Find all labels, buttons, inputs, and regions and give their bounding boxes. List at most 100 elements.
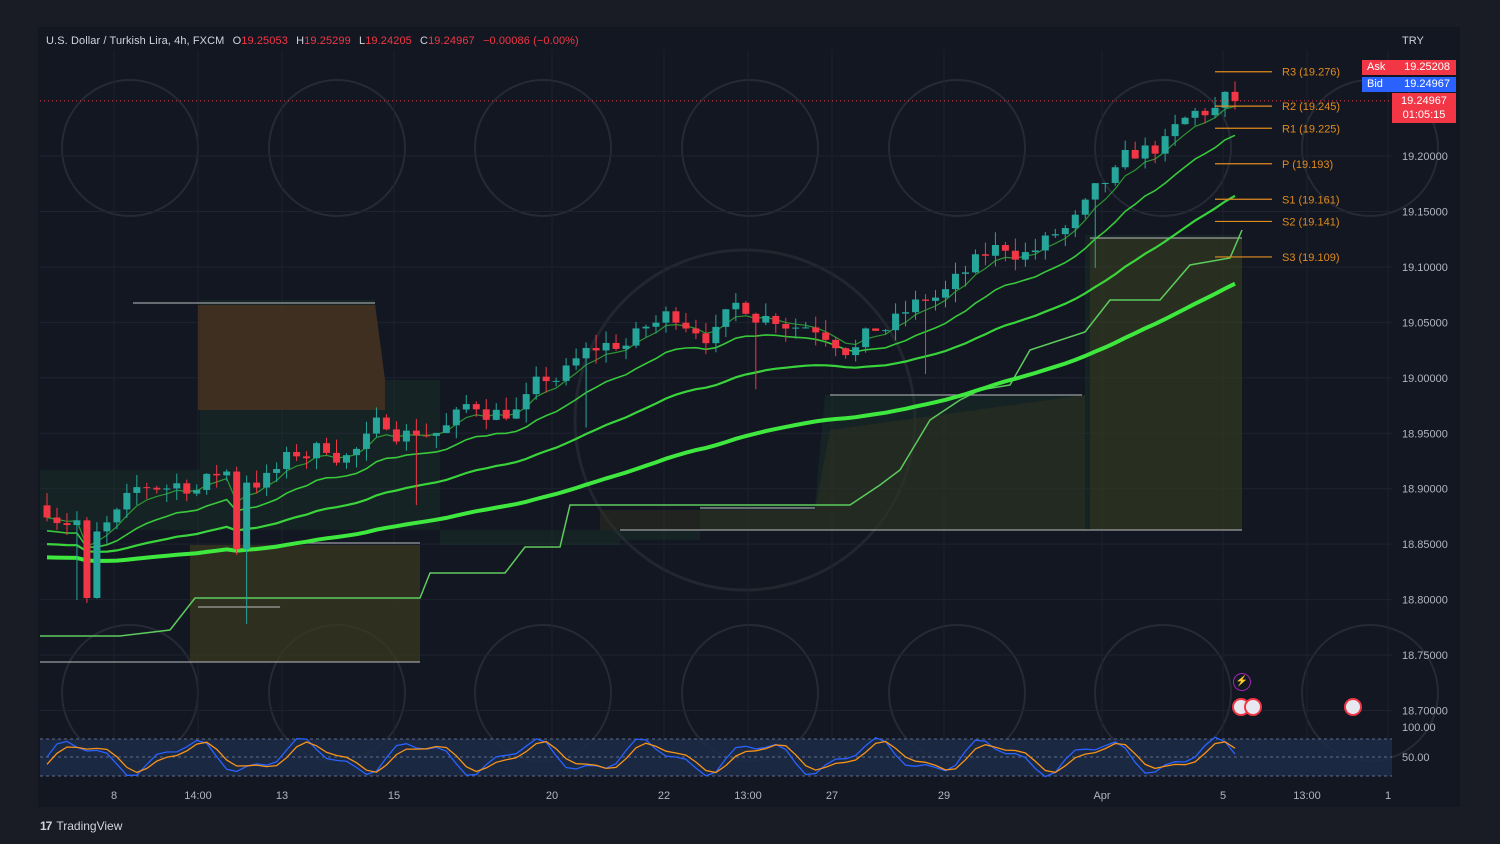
candle-body bbox=[63, 523, 71, 526]
candle-body bbox=[842, 348, 850, 356]
candle-body bbox=[1131, 149, 1139, 159]
candle-body bbox=[392, 429, 400, 442]
candle-body bbox=[103, 522, 111, 532]
ask-tag[interactable]: Ask 19.25208 bbox=[1362, 60, 1456, 75]
currency-label[interactable]: TRY bbox=[1402, 35, 1424, 47]
pivot-label: S3 (19.109) bbox=[1282, 252, 1339, 264]
candle-body bbox=[512, 409, 520, 419]
pivot-label: R3 (19.276) bbox=[1282, 67, 1340, 79]
candle-body bbox=[93, 531, 101, 598]
candle-body bbox=[941, 289, 949, 298]
y-tick-label: 18.90000 bbox=[1402, 484, 1448, 496]
candle-body bbox=[532, 376, 540, 395]
candle-body bbox=[352, 448, 360, 456]
candle-body bbox=[712, 326, 720, 344]
candle-body bbox=[173, 483, 181, 489]
candle-body bbox=[203, 473, 211, 490]
candle-body bbox=[342, 455, 350, 463]
x-tick-label: 13 bbox=[276, 790, 288, 802]
candle-body bbox=[1081, 199, 1089, 215]
x-tick-label: Apr bbox=[1093, 790, 1110, 802]
low-key: L bbox=[358, 35, 366, 47]
open-key: O bbox=[232, 35, 242, 47]
candle-body bbox=[951, 273, 959, 290]
bid-tag[interactable]: Bid 19.24967 bbox=[1362, 77, 1456, 92]
candle-body bbox=[832, 339, 840, 349]
candle-body bbox=[792, 327, 800, 329]
candle-body bbox=[233, 471, 241, 550]
x-tick-label: 13:00 bbox=[734, 790, 762, 802]
lightning-event-icon[interactable]: ⚡ bbox=[1233, 673, 1251, 691]
candle-body bbox=[1211, 107, 1219, 116]
candle-body bbox=[882, 330, 890, 332]
watermark-ring bbox=[1094, 79, 1232, 217]
candle-body bbox=[1051, 234, 1059, 236]
candle-body bbox=[932, 297, 940, 301]
candle-body bbox=[163, 488, 171, 490]
candle-body bbox=[293, 452, 301, 457]
candle-body bbox=[1101, 182, 1109, 184]
rsi-k-line bbox=[46, 736, 1236, 778]
candle-body bbox=[452, 409, 460, 426]
candle-body bbox=[981, 254, 989, 256]
x-tick-label: 20 bbox=[546, 790, 558, 802]
candle-body bbox=[642, 326, 650, 329]
symbol-title: U.S. Dollar / Turkish Lira, 4h, FXCM bbox=[46, 35, 225, 47]
bar-countdown: 01:05:15 bbox=[1402, 109, 1446, 121]
support-zone bbox=[1090, 238, 1242, 530]
candle-body bbox=[73, 520, 81, 526]
open-value: 19.25053 bbox=[241, 35, 288, 47]
candle-body bbox=[123, 492, 131, 510]
x-tick-label: 5 bbox=[1220, 790, 1226, 802]
candle-body bbox=[1181, 117, 1189, 125]
candle-body bbox=[1031, 250, 1039, 253]
candle-body bbox=[1071, 214, 1079, 229]
last-price-tag[interactable]: 19.24967 01:05:15 bbox=[1392, 93, 1456, 123]
candle-body bbox=[382, 417, 390, 430]
candle-body bbox=[432, 432, 440, 436]
candle-body bbox=[1191, 110, 1199, 118]
tradingview-logo[interactable]: 17 TradingView bbox=[40, 819, 122, 833]
candle-body bbox=[133, 487, 141, 493]
pivot-label: S2 (19.141) bbox=[1282, 216, 1339, 228]
candle-body bbox=[492, 409, 500, 420]
candle-body bbox=[662, 311, 670, 323]
candle-body bbox=[742, 302, 750, 314]
y-tick-label: 18.95000 bbox=[1402, 428, 1448, 440]
candle-body bbox=[572, 358, 580, 366]
y-tick-label: 19.00000 bbox=[1402, 373, 1448, 385]
candle-body bbox=[991, 245, 999, 256]
us-flag-event-icon[interactable] bbox=[1344, 698, 1362, 716]
candle-body bbox=[83, 520, 91, 598]
candle-body bbox=[1041, 235, 1049, 251]
rsi-tick-label: 100.00 bbox=[1402, 722, 1436, 734]
rsi-band bbox=[40, 739, 1392, 776]
candle-body bbox=[902, 312, 910, 314]
candle-body bbox=[462, 404, 470, 410]
low-value: 19.24205 bbox=[365, 35, 412, 47]
candle-body bbox=[1151, 145, 1159, 154]
candle-body bbox=[872, 328, 880, 331]
close-key: C bbox=[420, 35, 429, 47]
candle-body bbox=[582, 347, 590, 359]
candle-body bbox=[43, 505, 51, 518]
axis-layer: 19.20000 19.15000 19.10000 19.05000 19.00000… bbox=[111, 151, 1448, 802]
y-tick-label: 18.80000 bbox=[1402, 595, 1448, 607]
x-tick-label: 13:00 bbox=[1293, 790, 1321, 802]
tradingview-logo-text: TradingView bbox=[56, 819, 123, 833]
candle-body bbox=[143, 487, 151, 489]
candle-body bbox=[961, 272, 969, 274]
pivot-label: R2 (19.245) bbox=[1282, 101, 1340, 113]
candle-body bbox=[442, 425, 450, 433]
candle-body bbox=[1061, 228, 1069, 235]
candle-body bbox=[862, 328, 870, 348]
candle-body bbox=[243, 482, 251, 550]
change-value: −0.00086 (−0.00%) bbox=[482, 35, 579, 47]
candle-body bbox=[313, 443, 321, 459]
candle-body bbox=[1141, 145, 1149, 159]
y-tick-label: 19.15000 bbox=[1402, 206, 1448, 218]
candle-body bbox=[672, 311, 680, 323]
us-flag-event-icon[interactable] bbox=[1244, 698, 1262, 716]
candle-body bbox=[193, 489, 201, 494]
